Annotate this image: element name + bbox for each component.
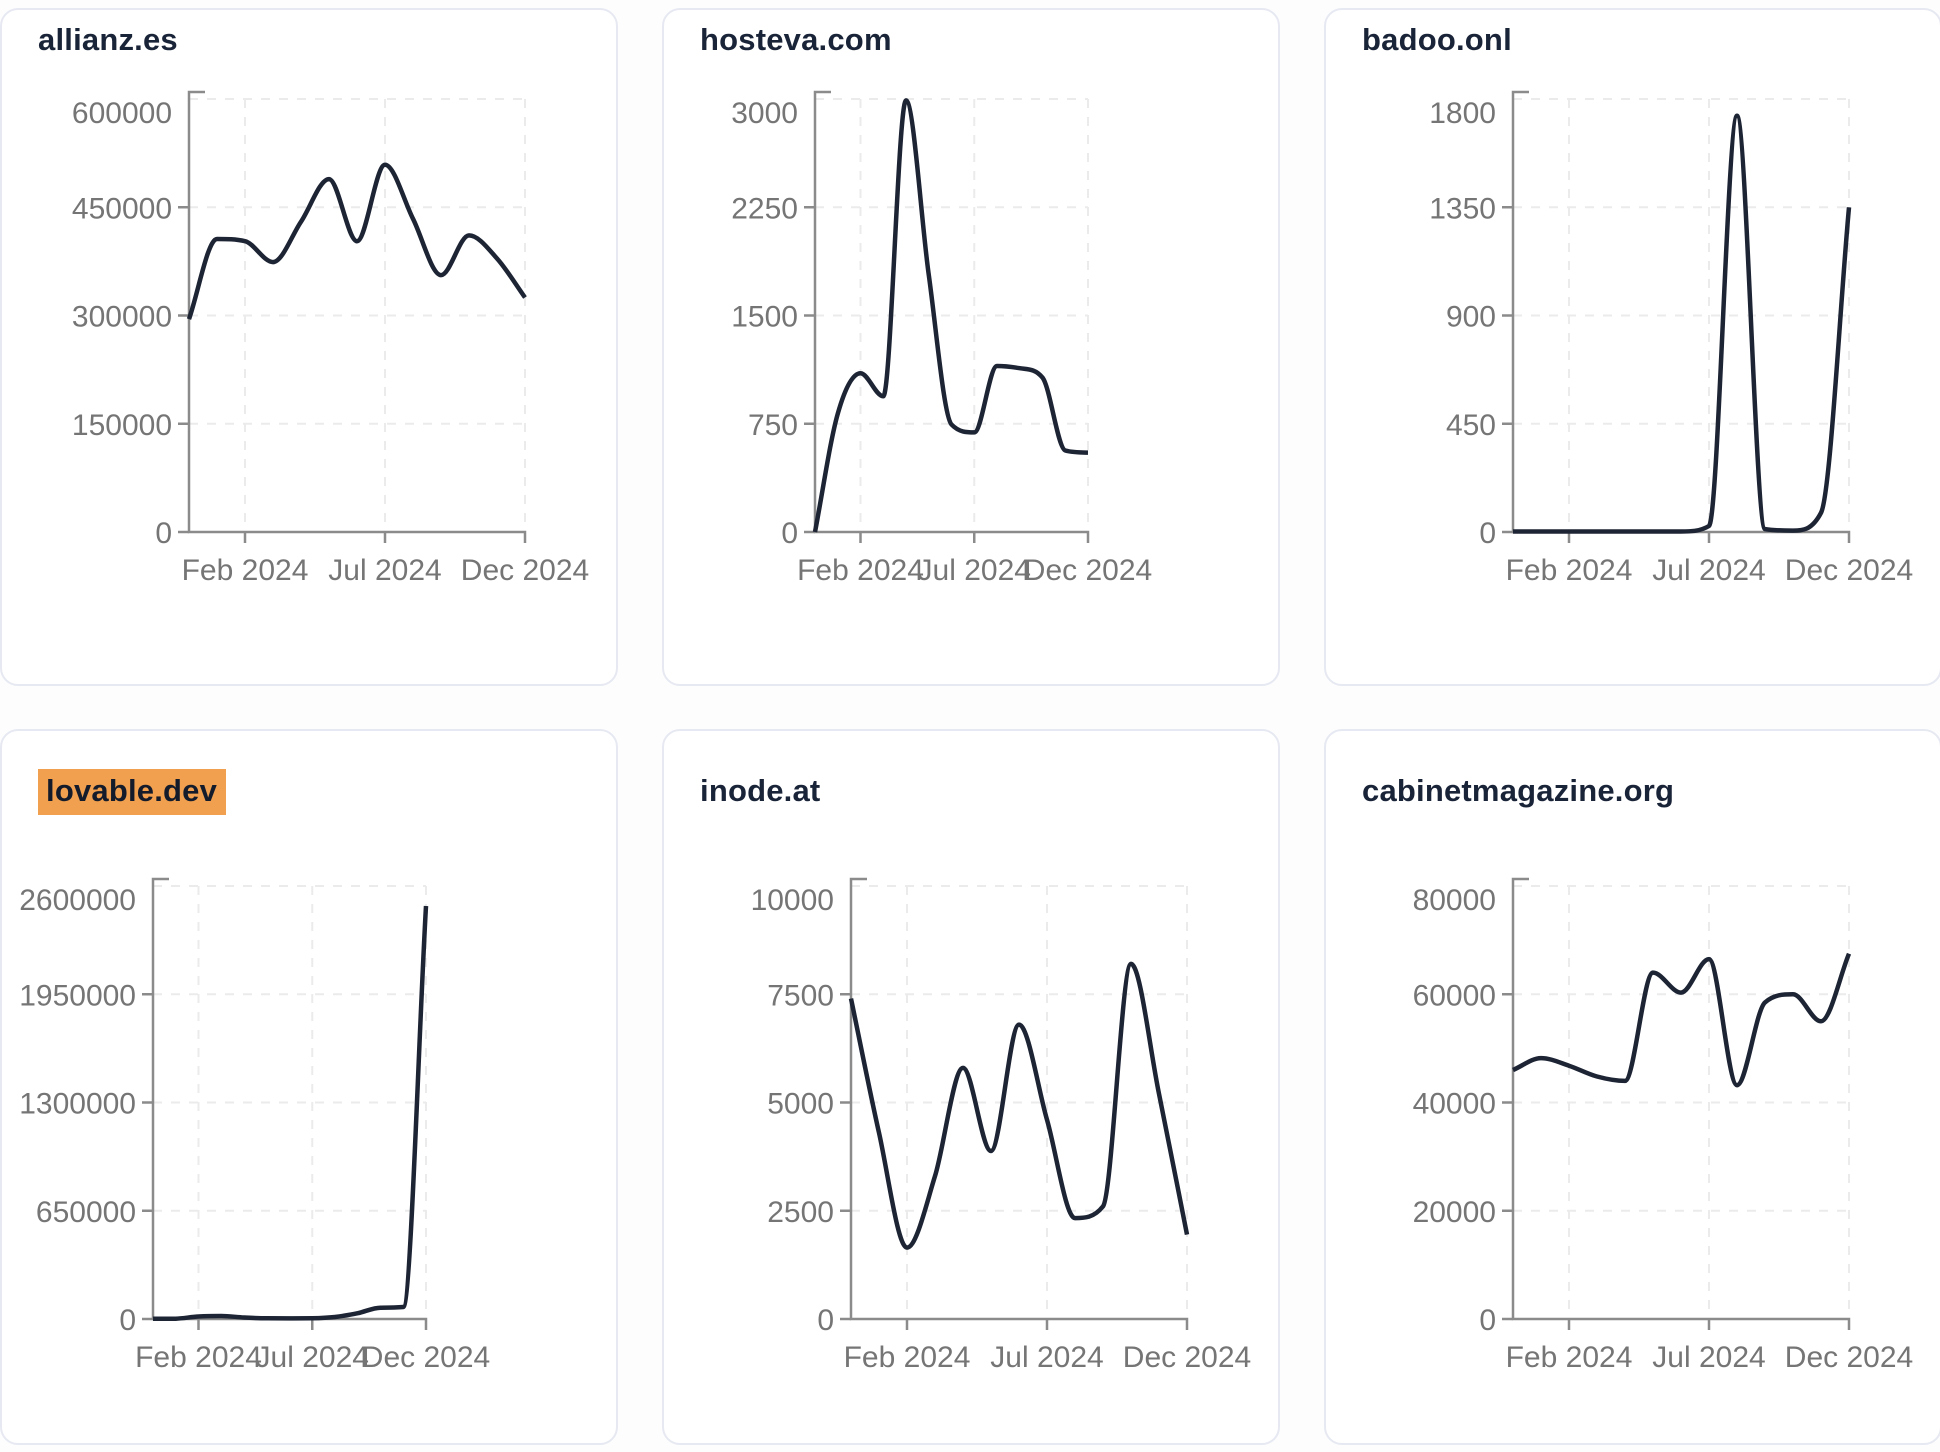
svg-text:0: 0	[1479, 1304, 1496, 1337]
svg-text:0: 0	[817, 1304, 834, 1337]
svg-text:60000: 60000	[1413, 979, 1496, 1012]
line-chart: 0 150000 300000 450000 600000 Feb 2024 Jul 202…	[72, 90, 590, 587]
gridlines	[189, 98, 526, 532]
svg-text:0: 0	[1479, 517, 1496, 550]
line-chart: 0 650000 1300000 1950000 2600000 Feb 2024Jul …	[19, 877, 490, 1374]
svg-text:5000: 5000	[767, 1088, 834, 1121]
svg-text:20000: 20000	[1413, 1196, 1496, 1229]
svg-text:1500: 1500	[731, 301, 798, 334]
series-line	[812, 98, 1089, 533]
series-line	[1512, 952, 1852, 1088]
chart-card: allianz.es 0 150000 300000 450000 600000 Feb …	[0, 8, 618, 686]
series-line	[1513, 113, 1852, 534]
series-line	[152, 905, 429, 1322]
chart-title: allianz.es	[38, 22, 178, 57]
svg-text:1800: 1800	[1429, 97, 1496, 130]
gridlines	[1513, 98, 1850, 532]
line-chart: 0 450 900 1350 1800 Feb 2024 Jul 2024 Dec 2024	[1429, 90, 1914, 587]
svg-text:600000: 600000	[72, 97, 172, 130]
chart-card: hosteva.com 0 750 1500 2250 3000 Feb 2024 Jul …	[662, 8, 1280, 686]
svg-text:0: 0	[119, 1304, 136, 1337]
svg-text:3000: 3000	[731, 97, 798, 130]
chart-card: cabinetmagazine.org 0 20000 40000 60000 8000…	[1324, 729, 1940, 1445]
gridlines	[851, 885, 1188, 1319]
svg-text:650000: 650000	[36, 1196, 136, 1229]
svg-text:Dec 2024: Dec 2024	[1123, 1341, 1251, 1374]
svg-text:Jul 2024: Jul 2024	[990, 1341, 1103, 1374]
svg-text:40000: 40000	[1413, 1088, 1496, 1121]
axes	[142, 877, 428, 1330]
svg-text:80000: 80000	[1413, 884, 1496, 917]
svg-text:150000: 150000	[72, 409, 172, 442]
y-axis-labels: 0 750 1500 2250 3000	[731, 97, 798, 550]
y-axis-labels: 0 150000 300000 450000 600000	[72, 97, 172, 550]
svg-text:Jul 2024: Jul 2024	[256, 1341, 369, 1374]
chart-card: inode.at 0 2500 5000 7500 10000 Feb 2024 Jul 2…	[662, 729, 1280, 1445]
svg-text:2600000: 2600000	[19, 884, 136, 917]
svg-text:Jul 2024: Jul 2024	[918, 554, 1031, 587]
svg-text:1300000: 1300000	[19, 1088, 136, 1121]
svg-text:Dec 2024: Dec 2024	[362, 1341, 490, 1374]
series-line	[848, 961, 1190, 1250]
chart-title-highlighted: lovable.dev	[2, 731, 616, 815]
chart-title: cabinetmagazine.org	[1362, 773, 1675, 808]
axes	[1502, 90, 1851, 543]
x-axis-labels: Feb 2024 Jul 2024 Dec 2024	[182, 554, 590, 587]
svg-text:Dec 2024: Dec 2024	[1785, 554, 1913, 587]
svg-text:Jul 2024: Jul 2024	[1652, 554, 1765, 587]
y-axis-labels: 0 450 900 1350 1800	[1429, 97, 1496, 550]
axes	[804, 90, 1090, 543]
svg-text:Dec 2024: Dec 2024	[461, 554, 589, 587]
svg-text:1950000: 1950000	[19, 979, 136, 1012]
series-line	[186, 162, 527, 320]
svg-text:10000: 10000	[751, 884, 834, 917]
axes	[178, 90, 527, 543]
line-chart: 0 2500 5000 7500 10000 Feb 2024 Jul 2024 Dec 20…	[751, 877, 1252, 1374]
gridlines	[1513, 885, 1850, 1319]
svg-text:0: 0	[781, 517, 798, 550]
svg-text:Dec 2024: Dec 2024	[1785, 1341, 1913, 1374]
x-axis-labels: Feb 2024 Jul 2024 Dec 2024	[1506, 554, 1914, 587]
svg-text:Feb 2024: Feb 2024	[182, 554, 309, 587]
y-axis-labels: 0 2500 5000 7500 10000	[751, 884, 834, 1337]
y-axis-labels: 0 650000 1300000 1950000 2600000	[19, 884, 136, 1337]
svg-text:900: 900	[1446, 301, 1496, 334]
line-chart: 0 20000 40000 60000 80000 Feb 2024 Jul 2024 Dec…	[1413, 877, 1914, 1374]
svg-text:1350: 1350	[1429, 192, 1496, 225]
chart-title: inode.at	[700, 773, 821, 808]
chart-title: hosteva.com	[700, 22, 892, 57]
svg-text:0: 0	[155, 517, 172, 550]
svg-text:Feb 2024: Feb 2024	[844, 1341, 971, 1374]
chart-card: lovable.dev 0 650000 1300000 1950000 2600000…	[0, 729, 618, 1445]
svg-text:Feb 2024: Feb 2024	[1506, 554, 1633, 587]
svg-text:2250: 2250	[731, 192, 798, 225]
svg-text:750: 750	[748, 409, 798, 442]
svg-text:450000: 450000	[72, 192, 172, 225]
x-axis-labels: Feb 2024 Jul 2024 Dec 2024	[844, 1341, 1252, 1374]
svg-text:Feb 2024: Feb 2024	[135, 1341, 262, 1374]
x-axis-labels: Feb 2024 Jul 2024 Dec 2024	[1506, 1341, 1914, 1374]
svg-text:300000: 300000	[72, 301, 172, 334]
chart-card: badoo.onl 0 450 900 1350 1800 Feb 2024 Jul 202…	[1324, 8, 1940, 686]
svg-text:7500: 7500	[767, 979, 834, 1012]
axes	[1502, 877, 1851, 1330]
svg-text:Feb 2024: Feb 2024	[1506, 1341, 1633, 1374]
axes	[840, 877, 1189, 1330]
search-highlight: lovable.dev	[38, 769, 227, 815]
svg-text:Dec 2024: Dec 2024	[1024, 554, 1152, 587]
gridlines	[153, 885, 427, 1319]
y-axis-labels: 0 20000 40000 60000 80000	[1413, 884, 1496, 1337]
gridlines	[815, 98, 1089, 532]
svg-text:450: 450	[1446, 409, 1496, 442]
svg-text:Jul 2024: Jul 2024	[1652, 1341, 1765, 1374]
svg-text:Jul 2024: Jul 2024	[328, 554, 441, 587]
svg-text:Feb 2024: Feb 2024	[797, 554, 924, 587]
chart-title: badoo.onl	[1362, 22, 1512, 57]
svg-text:2500: 2500	[767, 1196, 834, 1229]
